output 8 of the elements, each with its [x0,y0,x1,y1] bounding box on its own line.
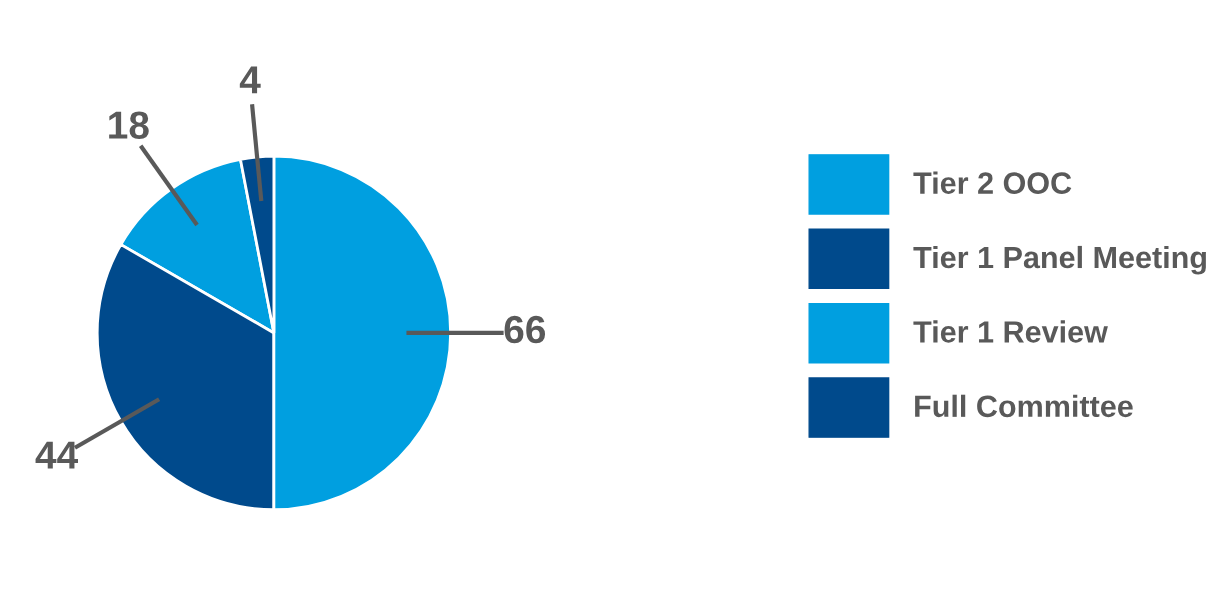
legend-label: Tier 2 OOC [913,171,1072,194]
legend-label: Full Committee [915,394,1133,418]
legend-label: Tier 1 Review [913,320,1108,343]
data-label: 4 [239,66,261,94]
data-label: 18 [109,111,149,139]
data-label: 44 [35,441,79,469]
data-label: 66 [504,315,546,344]
legend-label: Tier 1 Panel Meeting [913,245,1206,275]
